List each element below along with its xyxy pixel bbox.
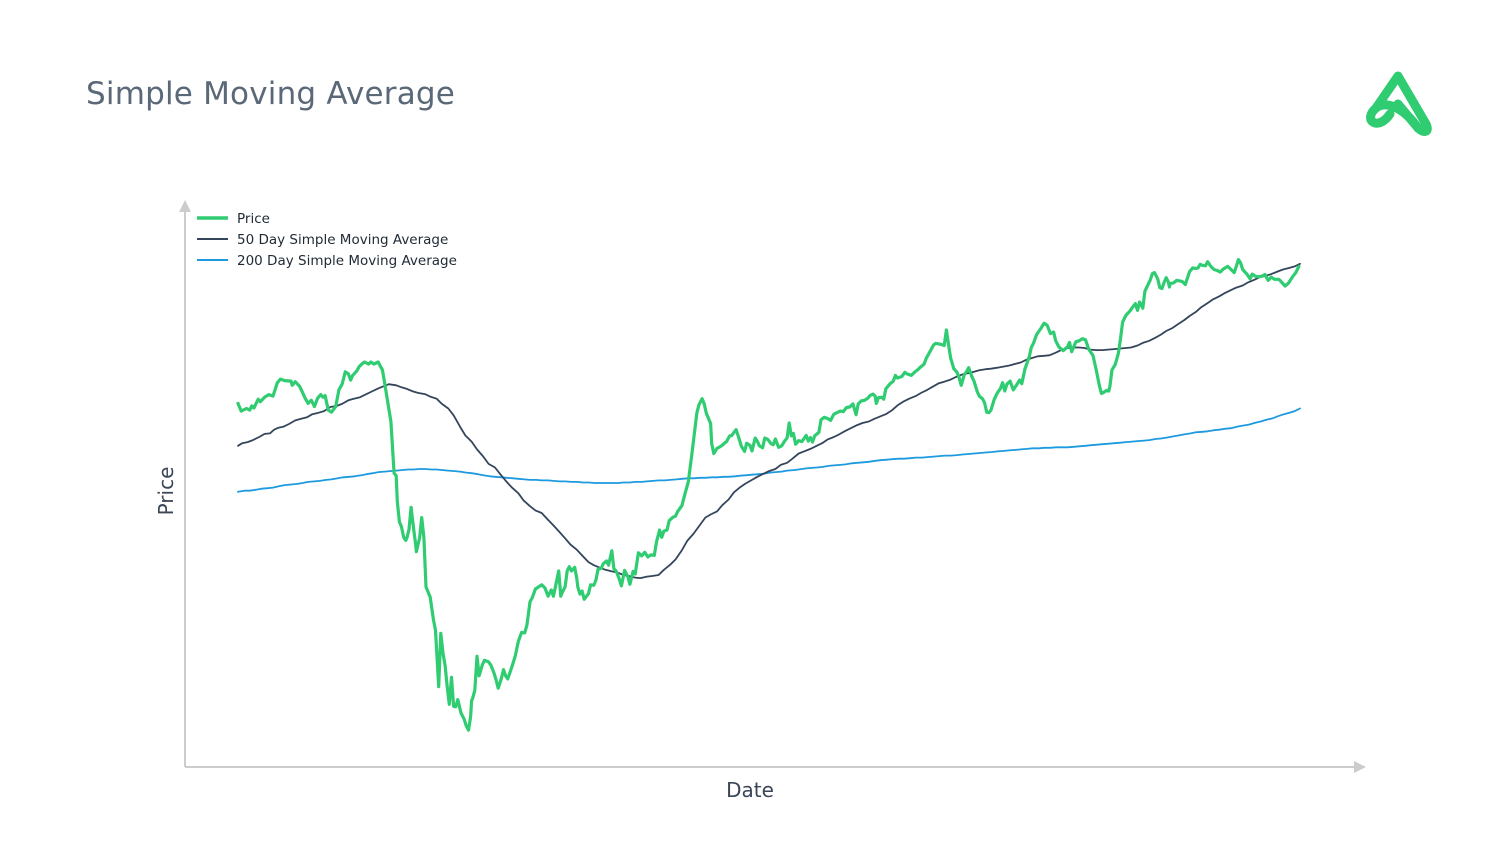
y-axis-label: Price	[154, 467, 178, 516]
x-axis-label: Date	[726, 778, 774, 802]
legend-label-sma50: 50 Day Simple Moving Average	[237, 232, 448, 248]
series-line-sma200	[237, 407, 1301, 493]
legend-label-price: Price	[237, 211, 270, 227]
legend: Price 50 Day Simple Moving Average 200 D…	[197, 211, 457, 269]
x-axis-arrow-icon	[1354, 761, 1366, 773]
brand-logo-icon	[1366, 71, 1432, 136]
page-title: Simple Moving Average	[86, 76, 456, 112]
series-line-price	[236, 258, 1301, 732]
y-axis-arrow-icon	[179, 200, 191, 212]
series-line-sma50	[237, 262, 1301, 579]
series-layer	[236, 258, 1301, 732]
legend-label-sma200: 200 Day Simple Moving Average	[237, 253, 457, 269]
